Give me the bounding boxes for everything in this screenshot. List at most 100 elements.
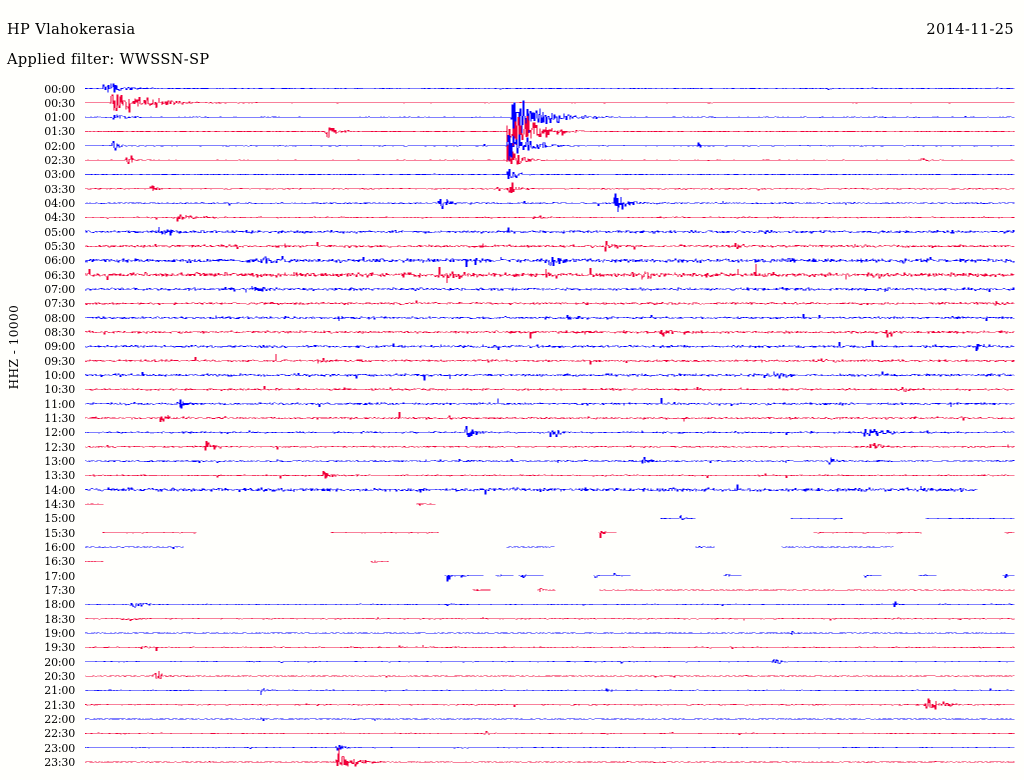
time-label-23-30: 23:30 (44, 756, 75, 769)
trace-row-02-30 (85, 147, 1015, 165)
trace-row-16-00 (85, 545, 894, 550)
time-label-15-30: 15:30 (44, 526, 75, 540)
trace-row-10-30 (85, 385, 1015, 392)
trace-row-11-00 (85, 398, 1015, 409)
time-label-11-30: 11:30 (44, 412, 75, 426)
trace-row-13-00 (85, 457, 1015, 465)
trace-row-01-00 (85, 100, 1015, 147)
time-label-17-00: 17:00 (44, 569, 75, 583)
trace-row-22-30 (85, 731, 1015, 736)
trace-row-09-00 (85, 340, 1015, 352)
trace-row-09-30 (85, 353, 1015, 365)
time-label-05-00: 05:00 (44, 225, 75, 239)
time-label-07-00: 07:00 (44, 283, 75, 297)
time-label-08-00: 08:00 (44, 311, 75, 325)
time-label-23-00: 23:00 (44, 741, 75, 755)
time-label-02-30: 02:30 (44, 154, 75, 168)
trace-row-01-30 (85, 116, 1015, 149)
time-label-14-00: 14:00 (44, 483, 75, 497)
trace-row-04-30 (85, 214, 1015, 222)
trace-row-15-00 (660, 515, 1015, 520)
trace-row-00-00 (85, 83, 1015, 93)
time-label-16-00: 16:00 (44, 541, 75, 555)
time-label-20-00: 20:00 (44, 655, 75, 669)
trace-row-21-00 (85, 688, 1015, 695)
trace-row-18-00 (85, 601, 1015, 608)
time-label-12-00: 12:00 (44, 426, 75, 440)
trace-row-17-30 (472, 588, 1015, 593)
time-label-21-00: 21:00 (44, 684, 75, 698)
trace-row-12-00 (85, 425, 1015, 438)
trace-row-05-00 (85, 226, 1015, 236)
trace-row-08-00 (85, 314, 1015, 322)
time-label-05-30: 05:30 (44, 240, 75, 254)
time-label-13-30: 13:30 (44, 469, 75, 483)
trace-row-19-00 (85, 631, 1015, 636)
trace-row-06-30 (85, 264, 1015, 283)
time-label-10-30: 10:30 (44, 383, 75, 397)
trace-row-20-00 (85, 659, 1015, 664)
trace-row-13-30 (85, 471, 1015, 479)
time-label-00-30: 00:30 (44, 96, 75, 110)
trace-row-04-00 (85, 193, 1015, 213)
time-label-12-30: 12:30 (44, 440, 75, 454)
trace-row-19-30 (85, 644, 1015, 652)
time-label-09-00: 09:00 (44, 340, 75, 354)
trace-row-02-00 (85, 134, 1015, 162)
time-label-03-00: 03:00 (44, 168, 75, 182)
trace-row-11-30 (85, 411, 1015, 422)
trace-row-06-00 (85, 255, 1015, 267)
trace-row-17-00 (444, 573, 1015, 582)
time-label-17-30: 17:30 (44, 584, 75, 598)
time-label-19-00: 19:00 (44, 627, 75, 641)
trace-row-23-00 (85, 745, 1015, 751)
time-label-22-00: 22:00 (44, 713, 75, 727)
trace-row-18-30 (85, 617, 1015, 622)
time-label-06-00: 06:00 (44, 254, 75, 268)
time-label-16-30: 16:30 (44, 555, 75, 569)
time-label-15-00: 15:00 (44, 512, 75, 526)
time-label-09-30: 09:30 (44, 354, 75, 368)
time-axis-labels: 00:00 00:30 01:00 01:30 02:00 02:30 03:00 03:30… (0, 0, 80, 780)
time-label-07-30: 07:30 (44, 297, 75, 311)
trace-row-05-30 (85, 240, 1015, 252)
time-label-06-30: 06:30 (44, 268, 75, 282)
time-label-19-30: 19:30 (44, 641, 75, 655)
trace-row-16-30 (85, 560, 389, 564)
date-label: 2014-11-25 (926, 22, 1014, 38)
trace-row-14-00 (85, 484, 978, 495)
trace-row-23-30 (85, 747, 1015, 767)
trace-row-08-30 (85, 330, 1015, 339)
time-label-01-00: 01:00 (44, 111, 75, 125)
time-label-22-30: 22:30 (44, 727, 75, 741)
time-label-14-30: 14:30 (44, 498, 75, 512)
applied-filter-label: Applied filter: WWSSN-SP (7, 52, 210, 68)
time-label-00-00: 00:00 (44, 82, 75, 96)
trace-row-15-30 (102, 531, 1015, 538)
time-label-04-00: 04:00 (44, 197, 75, 211)
time-label-21-30: 21:30 (44, 698, 75, 712)
time-label-01-30: 01:30 (44, 125, 75, 139)
trace-row-07-00 (85, 285, 1015, 293)
trace-row-22-00 (85, 717, 1015, 722)
trace-row-12-30 (85, 440, 1015, 451)
time-label-03-30: 03:30 (44, 182, 75, 196)
trace-row-00-30 (85, 94, 1015, 113)
time-label-11-00: 11:00 (44, 397, 75, 411)
trace-row-03-30 (85, 182, 1015, 193)
trace-row-21-30 (85, 698, 1015, 710)
time-label-18-30: 18:30 (44, 612, 75, 626)
trace-row-10-00 (85, 371, 1015, 381)
time-label-20-30: 20:30 (44, 670, 75, 684)
time-label-02-00: 02:00 (44, 139, 75, 153)
time-label-18-00: 18:00 (44, 598, 75, 612)
time-label-04-30: 04:30 (44, 211, 75, 225)
trace-row-14-30 (85, 503, 436, 506)
station-name: HP Vlahokerasia (7, 22, 136, 38)
trace-row-20-30 (85, 671, 1015, 680)
time-label-13-00: 13:00 (44, 455, 75, 469)
trace-row-03-00 (85, 169, 1015, 180)
time-label-10-00: 10:00 (44, 369, 75, 383)
trace-row-07-30 (85, 300, 1015, 306)
